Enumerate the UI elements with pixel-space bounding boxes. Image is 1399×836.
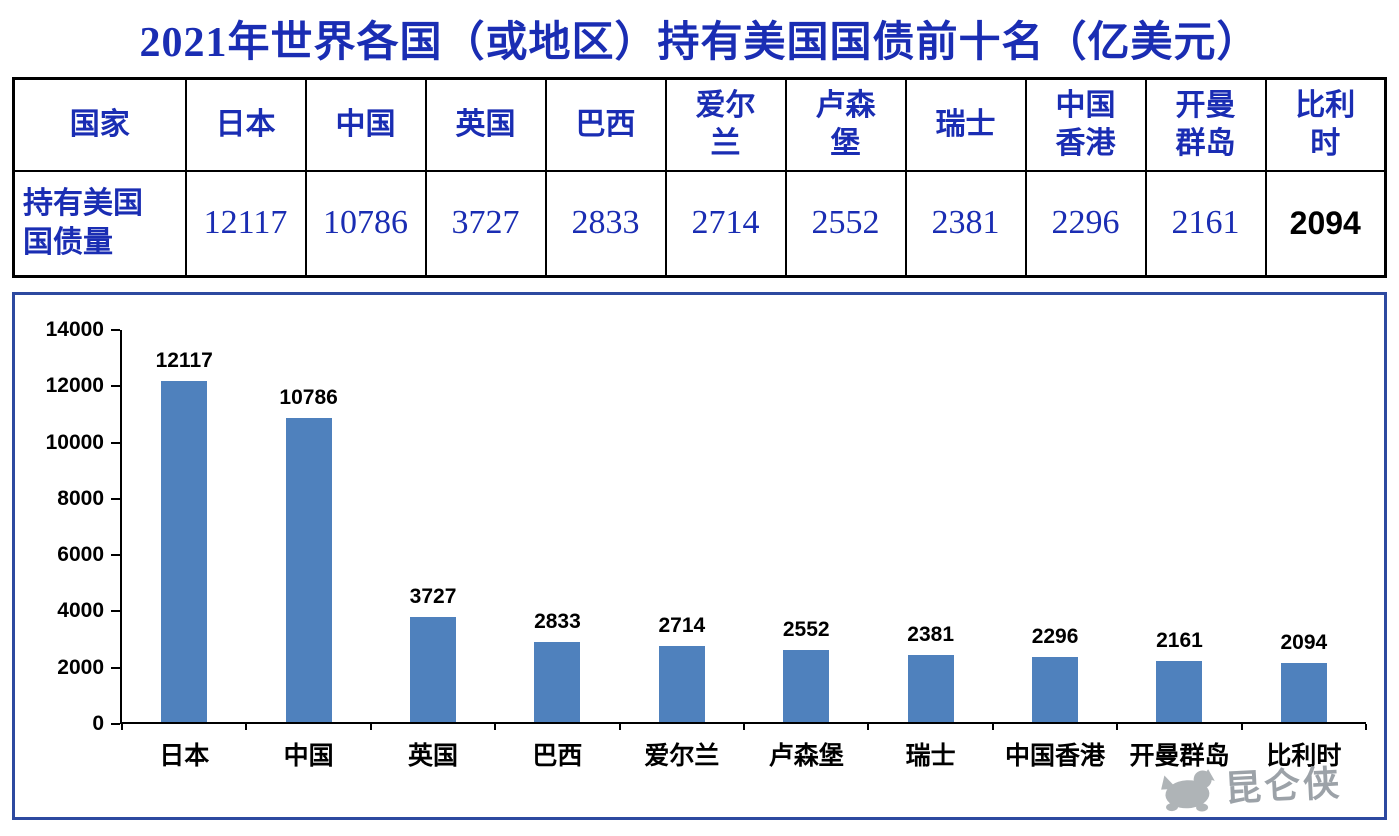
- x-axis-tick-mark: [245, 724, 248, 730]
- table-value-cell: 2296: [1024, 169, 1147, 278]
- page: 2021年世界各国（或地区）持有美国国债前十名（亿美元） 国家 日本 中国 英国 巴西爱…: [0, 8, 1399, 836]
- bar-slot: 12117 日本: [122, 330, 246, 770]
- table-value-cell: 2552: [784, 169, 907, 278]
- bar: [907, 655, 954, 722]
- table-row-label: 持有美国 国债量: [12, 169, 187, 278]
- x-axis-category-label: 卢森堡: [768, 742, 844, 770]
- x-axis-tick-mark: [1116, 724, 1119, 730]
- table-value-cell: 2161: [1144, 169, 1267, 278]
- x-axis-tick-mark: [743, 724, 745, 730]
- x-axis-category-label: 爱尔兰: [644, 742, 720, 770]
- bar-data-label: 3727: [409, 585, 457, 609]
- bar-slot: 2381 瑞士: [868, 330, 992, 770]
- table-col-header: 开曼 群岛: [1144, 77, 1267, 172]
- bar-slot: 10786 中国: [246, 330, 370, 770]
- page-title: 2021年世界各国（或地区）持有美国国债前十名（亿美元）: [139, 20, 1260, 66]
- table-value-cell: 10786: [304, 169, 427, 278]
- y-axis-tick-label: 2000: [57, 655, 104, 679]
- table-col-header: 爱尔 兰: [664, 77, 787, 172]
- y-axis-tick-label: 14000: [45, 318, 104, 341]
- bar-slot: 3727 英国: [371, 330, 495, 770]
- table-value-cell: 2094: [1264, 169, 1387, 278]
- y-axis-tick-mark: [111, 329, 120, 331]
- x-axis-category-label: 巴西: [532, 742, 583, 770]
- x-axis-tick-mark: [991, 724, 994, 730]
- table-value-cell: 12117: [184, 169, 307, 278]
- y-axis-tick-label: 0: [92, 712, 104, 735]
- bar-slot: 2161 开曼群岛: [1117, 330, 1241, 770]
- x-axis-category-label: 比利时: [1266, 742, 1342, 770]
- y-axis-tick-mark: [111, 610, 120, 613]
- bar-chart: 0 2000 4000 6000 8000 10000 12000 14000 12117 日本…: [12, 292, 1387, 820]
- bar-data-label: 2381: [907, 623, 954, 646]
- y-axis-tick-label: 8000: [57, 486, 104, 510]
- bar: [285, 418, 332, 722]
- y-axis: 0 2000 4000 6000 8000 10000 12000 14000: [15, 318, 120, 735]
- x-axis-category-label: 开曼群岛: [1129, 742, 1230, 770]
- plot-area: 12117 日本 10786 中国 3727 英国 2833 巴西 2714 爱尔兰 2552 卢森堡…: [120, 330, 1367, 770]
- bar-slot: 2833 巴西: [495, 330, 619, 770]
- x-axis-tick-mark: [1240, 724, 1243, 730]
- y-axis-tick-mark: [111, 497, 120, 500]
- y-axis-tick-mark: [111, 554, 120, 557]
- bar-data-label: 10786: [279, 386, 338, 410]
- bar: [783, 650, 830, 722]
- table-col-header: 瑞士: [904, 77, 1027, 172]
- bar: [1156, 661, 1203, 722]
- bar: [1032, 657, 1079, 722]
- table-value-cell: 2381: [904, 169, 1027, 278]
- y-axis-tick-label: 12000: [45, 374, 104, 398]
- x-axis-tick-mark: [369, 724, 372, 730]
- bar-slot: 2296 中国香港: [993, 330, 1117, 770]
- x-axis-tick-mark: [867, 724, 870, 730]
- bar: [534, 642, 581, 722]
- table-col-header: 中国: [304, 77, 427, 172]
- bar-data-label: 2296: [1031, 625, 1079, 649]
- table-col-header: 卢森 堡: [784, 77, 907, 172]
- table-col-header: 比利 时: [1264, 77, 1387, 172]
- table-col-header: 英国: [424, 77, 547, 172]
- x-axis-category-label: 瑞士: [905, 742, 956, 770]
- y-axis-tick-mark: [111, 385, 120, 388]
- table-value-cell: 2714: [664, 169, 787, 278]
- table-value-cell: 3727: [424, 169, 547, 278]
- bar: [410, 617, 457, 722]
- bar: [1280, 663, 1327, 722]
- x-axis-tick-mark: [1365, 724, 1367, 730]
- x-axis-tick-mark: [494, 724, 497, 730]
- y-axis-tick-label: 6000: [57, 543, 104, 567]
- bar-data-label: 2161: [1156, 629, 1203, 653]
- bar-slot: 2552 卢森堡: [744, 330, 868, 770]
- bar-data-label: 2094: [1280, 631, 1328, 655]
- y-axis-tick-mark: [111, 666, 120, 669]
- x-axis-category-label: 中国香港: [1005, 742, 1106, 770]
- y-axis-tick-label: 10000: [45, 430, 104, 454]
- x-axis-category-label: 日本: [159, 742, 210, 770]
- bar-slot: 2094 比利时: [1242, 330, 1366, 770]
- x-axis-tick-mark: [121, 724, 123, 730]
- x-axis-tick-mark: [618, 724, 621, 730]
- table-col-header: 巴西: [544, 77, 667, 172]
- x-axis-category-label: 中国: [283, 742, 334, 770]
- table-col-header: 中国 香港: [1024, 77, 1147, 172]
- bar-data-label: 2552: [782, 618, 830, 642]
- table-value-cell: 2833: [544, 169, 667, 278]
- bar: [658, 645, 705, 722]
- bar-data-label: 2833: [534, 610, 581, 634]
- bar-data-label: 12117: [155, 349, 213, 372]
- y-axis-tick-mark: [111, 723, 120, 725]
- bar: [161, 381, 208, 722]
- x-axis-category-label: 英国: [408, 742, 459, 770]
- table-corner-label: 国家: [12, 77, 187, 172]
- y-axis-tick-label: 4000: [57, 599, 104, 623]
- bar-slot: 2714 爱尔兰: [620, 330, 744, 770]
- holdings-table: 国家 日本 中国 英国 巴西 爱尔 兰卢森 堡瑞士 中国 香港 开曼 群岛 比利 时持有美国 国…: [12, 77, 1387, 278]
- table-col-header: 日本: [184, 77, 307, 172]
- bar-data-label: 2714: [658, 613, 706, 637]
- y-axis-tick-mark: [111, 441, 120, 444]
